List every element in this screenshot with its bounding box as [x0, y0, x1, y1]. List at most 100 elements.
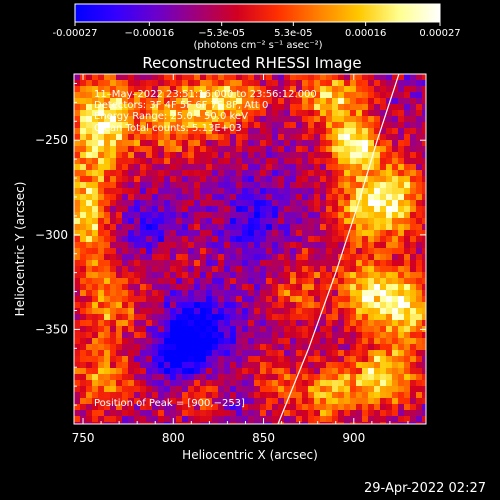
- heatmap-cell: [284, 326, 291, 333]
- heatmap-cell: [104, 164, 111, 171]
- heatmap-cell: [242, 290, 249, 297]
- heatmap-cell: [398, 296, 405, 303]
- heatmap-cell: [320, 410, 327, 417]
- heatmap-cell: [230, 116, 237, 123]
- heatmap-cell: [344, 176, 351, 183]
- heatmap-cell: [266, 86, 273, 93]
- heatmap-cell: [278, 344, 285, 351]
- heatmap-cell: [224, 152, 231, 159]
- heatmap-cell: [218, 206, 225, 213]
- heatmap-cell: [122, 128, 129, 135]
- heatmap-cell: [266, 422, 273, 424]
- heatmap-cell: [326, 338, 333, 345]
- heatmap-cell: [248, 182, 255, 189]
- heatmap-cell: [422, 284, 426, 291]
- heatmap-cell: [338, 392, 345, 399]
- heatmap-cell: [230, 392, 237, 399]
- heatmap-cell: [368, 326, 375, 333]
- heatmap-cell: [164, 368, 171, 375]
- heatmap-cell: [422, 422, 426, 424]
- heatmap-cell: [386, 152, 393, 159]
- heatmap-cell: [230, 248, 237, 255]
- heatmap-cell: [134, 74, 141, 81]
- heatmap-cell: [212, 284, 219, 291]
- heatmap-cell: [410, 284, 417, 291]
- heatmap-cell: [410, 302, 417, 309]
- heatmap-cell: [74, 236, 81, 243]
- heatmap-cell: [416, 392, 423, 399]
- heatmap-cell: [200, 314, 207, 321]
- heatmap-cell: [176, 314, 183, 321]
- heatmap-cell: [362, 266, 369, 273]
- heatmap-cell: [290, 422, 297, 424]
- heatmap-cell: [284, 302, 291, 309]
- heatmap-cell: [362, 224, 369, 231]
- heatmap-cell: [254, 404, 261, 411]
- heatmap-cell: [110, 278, 117, 285]
- heatmap-cell: [278, 338, 285, 345]
- heatmap-cell: [350, 416, 357, 423]
- heatmap-cell: [128, 362, 135, 369]
- heatmap-cell: [80, 80, 87, 87]
- heatmap-cell: [260, 122, 267, 129]
- heatmap-cell: [398, 236, 405, 243]
- annotation-detectors: Detectors: 3F 4F 5F 6F 7F 8F, Att 0: [94, 100, 268, 111]
- heatmap-cell: [248, 350, 255, 357]
- heatmap-cell: [242, 110, 249, 117]
- heatmap-cell: [200, 218, 207, 225]
- heatmap-cell: [368, 266, 375, 273]
- heatmap-cell: [98, 206, 105, 213]
- heatmap-cell: [158, 128, 165, 135]
- heatmap-cell: [146, 98, 153, 105]
- heatmap-cell: [416, 176, 423, 183]
- heatmap-cell: [380, 422, 387, 424]
- heatmap-cell: [254, 368, 261, 375]
- heatmap-cell: [254, 104, 261, 111]
- heatmap-cell: [74, 188, 81, 195]
- heatmap-cell: [302, 92, 309, 99]
- heatmap-cell: [254, 98, 261, 105]
- heatmap-cell: [146, 146, 153, 153]
- heatmap-cell: [158, 146, 165, 153]
- heatmap-cell: [80, 368, 87, 375]
- heatmap-cell: [140, 380, 147, 387]
- heatmap-cell: [104, 206, 111, 213]
- heatmap-cell: [230, 206, 237, 213]
- heatmap-cell: [404, 386, 411, 393]
- heatmap-cell: [314, 146, 321, 153]
- heatmap-cell: [302, 350, 309, 357]
- heatmap-cell: [284, 116, 291, 123]
- colorbar-gradient: [74, 3, 441, 23]
- heatmap-cell: [290, 368, 297, 375]
- heatmap-cell: [182, 356, 189, 363]
- heatmap-cell: [134, 236, 141, 243]
- heatmap-cell: [194, 74, 201, 81]
- heatmap-cell: [344, 272, 351, 279]
- heatmap-cell: [416, 272, 423, 279]
- heatmap-cell: [392, 242, 399, 249]
- heatmap-cell: [296, 314, 303, 321]
- heatmap-cell: [410, 290, 417, 297]
- heatmap-cell: [296, 374, 303, 381]
- heatmap-cell: [98, 248, 105, 255]
- heatmap-cell: [410, 266, 417, 273]
- heatmap-cell: [116, 326, 123, 333]
- heatmap-cell: [380, 146, 387, 153]
- heatmap-cell: [410, 122, 417, 129]
- heatmap-cell: [410, 224, 417, 231]
- heatmap-cell: [236, 242, 243, 249]
- heatmap-cell: [344, 224, 351, 231]
- heatmap-cell: [302, 254, 309, 261]
- heatmap-cell: [338, 242, 345, 249]
- heatmap-cell: [80, 104, 87, 111]
- heatmap-cell: [368, 260, 375, 267]
- heatmap-cell: [194, 140, 201, 147]
- heatmap-cell: [122, 110, 129, 117]
- heatmap-cell: [314, 194, 321, 201]
- heatmap-cell: [122, 368, 129, 375]
- heatmap-cell: [284, 164, 291, 171]
- heatmap-cell: [188, 200, 195, 207]
- heatmap-cell: [254, 116, 261, 123]
- heatmap-cell: [188, 302, 195, 309]
- heatmap-cell: [362, 86, 369, 93]
